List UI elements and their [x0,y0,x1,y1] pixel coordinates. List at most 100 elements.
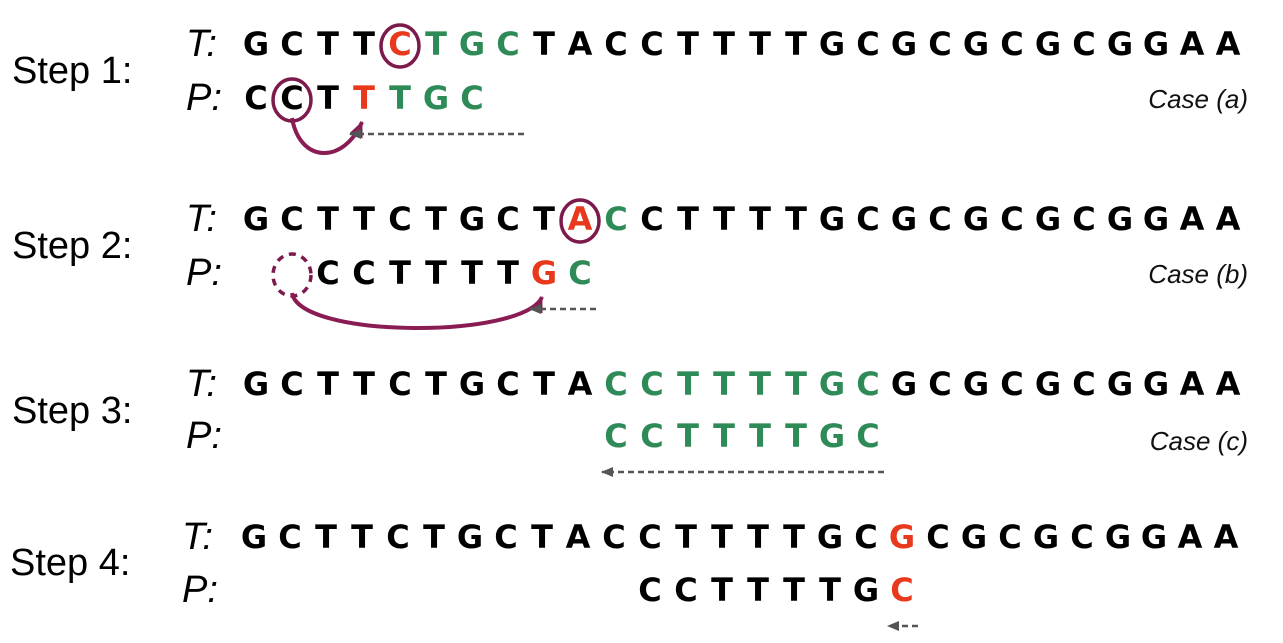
case-label: Case (b) [1148,259,1248,289]
text-char: T [749,25,771,63]
text-char: A [1179,365,1205,403]
pattern-char: C [856,417,880,455]
text-char: A [565,518,591,556]
text-char: G [890,25,918,63]
pattern-char: T [317,79,339,117]
pattern-char: C [568,254,592,292]
text-row-label: T: [186,198,217,240]
text-char: T [317,365,339,403]
text-char: C [1000,365,1024,403]
text-char: T [315,518,337,556]
text-char: C [604,25,628,63]
text-char: T [677,365,699,403]
pattern-char: C [674,571,698,609]
pattern-char: T [713,417,735,455]
text-char: C [928,200,952,238]
text-char: G [1106,200,1134,238]
text-char: G [1142,25,1170,63]
text-char: C [640,365,664,403]
text-char: G [1106,25,1134,63]
pattern-char: T [711,571,733,609]
pattern-char: T [783,571,805,609]
pattern-occurrence-circle [271,77,313,123]
text-char: T [785,200,807,238]
text-char: T [713,200,735,238]
pattern-row-label: P: [186,77,222,119]
text-char: A [1213,518,1239,556]
text-char: C [928,25,952,63]
text-char: C [640,25,664,63]
text-char: T [423,518,445,556]
text-char: G [456,518,484,556]
text-char: T [317,200,339,238]
pattern-row-label: P: [186,252,222,294]
text-char: C [602,518,626,556]
text-char: G [458,25,486,63]
text-char: C [1000,25,1024,63]
text-char: C [998,518,1022,556]
text-char: A [1177,518,1203,556]
text-char: T [533,365,555,403]
text-char: A [1215,200,1241,238]
text-row-label: T: [186,363,217,405]
pattern-row-label: P: [186,415,222,457]
text-char: C [388,365,412,403]
pattern-char: T [353,79,375,117]
pattern-char: T [389,254,411,292]
text-char: C [856,365,880,403]
text-char: C [856,200,880,238]
text-char: T [711,518,733,556]
text-char: C [494,518,518,556]
text-char: G [1106,365,1134,403]
text-char: A [1215,25,1241,63]
text-char: G [818,25,846,63]
pattern-char: C [604,417,628,455]
text-char: G [242,200,270,238]
text-char: G [1142,365,1170,403]
step-label: Step 1: [12,50,133,92]
pattern-row-label: P: [182,569,218,611]
text-char: G [818,365,846,403]
text-char: C [854,518,878,556]
pattern-char: T [747,571,769,609]
text-char: G [962,200,990,238]
text-char: G [1032,518,1060,556]
text-char: C [1072,200,1096,238]
text-char: C [638,518,662,556]
text-char: A [1179,200,1205,238]
text-char: G [242,25,270,63]
text-char: T [533,200,555,238]
text-char: C [388,25,412,63]
pattern-char: C [890,571,914,609]
text-char: G [458,200,486,238]
text-char: T [747,518,769,556]
pattern-char: T [461,254,483,292]
text-char: C [496,25,520,63]
mismatch-text-circle [559,198,601,244]
text-char: C [388,200,412,238]
text-char: C [496,200,520,238]
text-char: C [1070,518,1094,556]
text-char: T [353,365,375,403]
text-char: A [567,365,593,403]
pattern-occurrence-circle [271,252,313,298]
text-char: C [280,25,304,63]
text-char: G [962,25,990,63]
text-char: A [567,25,593,63]
text-char: T [531,518,553,556]
text-char: C [1072,25,1096,63]
text-char: C [604,365,628,403]
text-char: G [1034,25,1062,63]
mismatch-text-circle [379,23,421,69]
text-char: T [749,365,771,403]
pattern-char: G [422,79,450,117]
pattern-char: C [640,417,664,455]
pattern-char: C [352,254,376,292]
text-char: C [604,200,628,238]
shift-arrow [290,292,544,330]
pattern-char: C [316,254,340,292]
text-char: A [1215,365,1241,403]
text-char: T [317,25,339,63]
text-char: G [816,518,844,556]
